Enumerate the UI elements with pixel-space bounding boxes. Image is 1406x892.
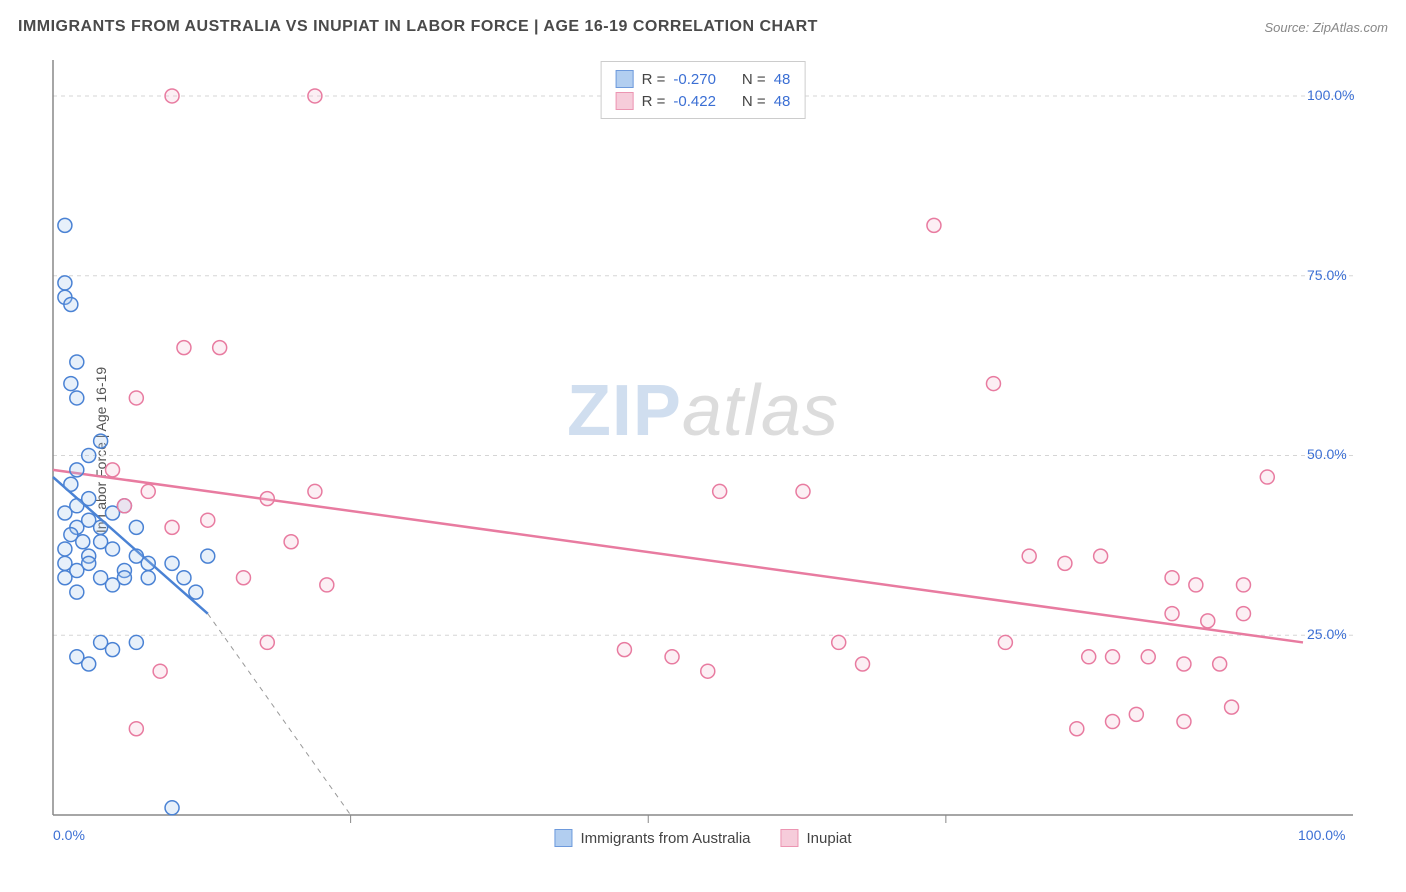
correlation-legend: R = -0.270 N = 48 R = -0.422 N = 48 — [601, 61, 806, 119]
n-label: N = — [742, 71, 766, 88]
legend-row-2: R = -0.422 N = 48 — [616, 90, 791, 112]
r-label: R = — [642, 71, 666, 88]
source-label: Source: ZipAtlas.com — [1264, 20, 1388, 35]
legend-swatch-pink — [781, 829, 799, 847]
series-legend: Immigrants from Australia Inupiat — [554, 829, 851, 847]
n-value-1: 48 — [774, 71, 791, 88]
r-label: R = — [642, 93, 666, 110]
legend-label-2: Inupiat — [807, 830, 852, 847]
y-tick-25: 25.0% — [1307, 626, 1347, 642]
r-value-2: -0.422 — [673, 93, 716, 110]
n-value-2: 48 — [774, 93, 791, 110]
legend-label-1: Immigrants from Australia — [580, 830, 750, 847]
legend-item-inupiat: Inupiat — [781, 829, 852, 847]
scatter-plot — [48, 55, 1358, 845]
n-label: N = — [742, 93, 766, 110]
chart-container: In Labor Force | Age 16-19 ZIPatlas R = … — [48, 55, 1358, 845]
legend-item-australia: Immigrants from Australia — [554, 829, 750, 847]
y-tick-50: 50.0% — [1307, 446, 1347, 462]
chart-title: IMMIGRANTS FROM AUSTRALIA VS INUPIAT IN … — [18, 18, 818, 36]
x-tick-start: 0.0% — [53, 827, 85, 843]
legend-swatch-pink — [616, 92, 634, 110]
legend-swatch-blue — [616, 70, 634, 88]
legend-row-1: R = -0.270 N = 48 — [616, 68, 791, 90]
legend-swatch-blue — [554, 829, 572, 847]
x-tick-end: 100.0% — [1298, 827, 1345, 843]
r-value-1: -0.270 — [673, 71, 716, 88]
y-tick-100: 100.0% — [1307, 87, 1354, 103]
y-tick-75: 75.0% — [1307, 267, 1347, 283]
